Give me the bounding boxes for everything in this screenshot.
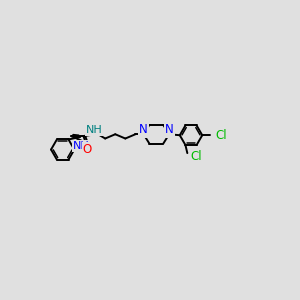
- Text: N: N: [139, 124, 148, 136]
- Text: N: N: [165, 124, 174, 136]
- Text: Cl: Cl: [190, 149, 202, 163]
- Text: NH: NH: [86, 125, 103, 135]
- Text: Cl: Cl: [216, 129, 227, 142]
- Text: O: O: [83, 143, 92, 156]
- Text: NH: NH: [73, 141, 89, 151]
